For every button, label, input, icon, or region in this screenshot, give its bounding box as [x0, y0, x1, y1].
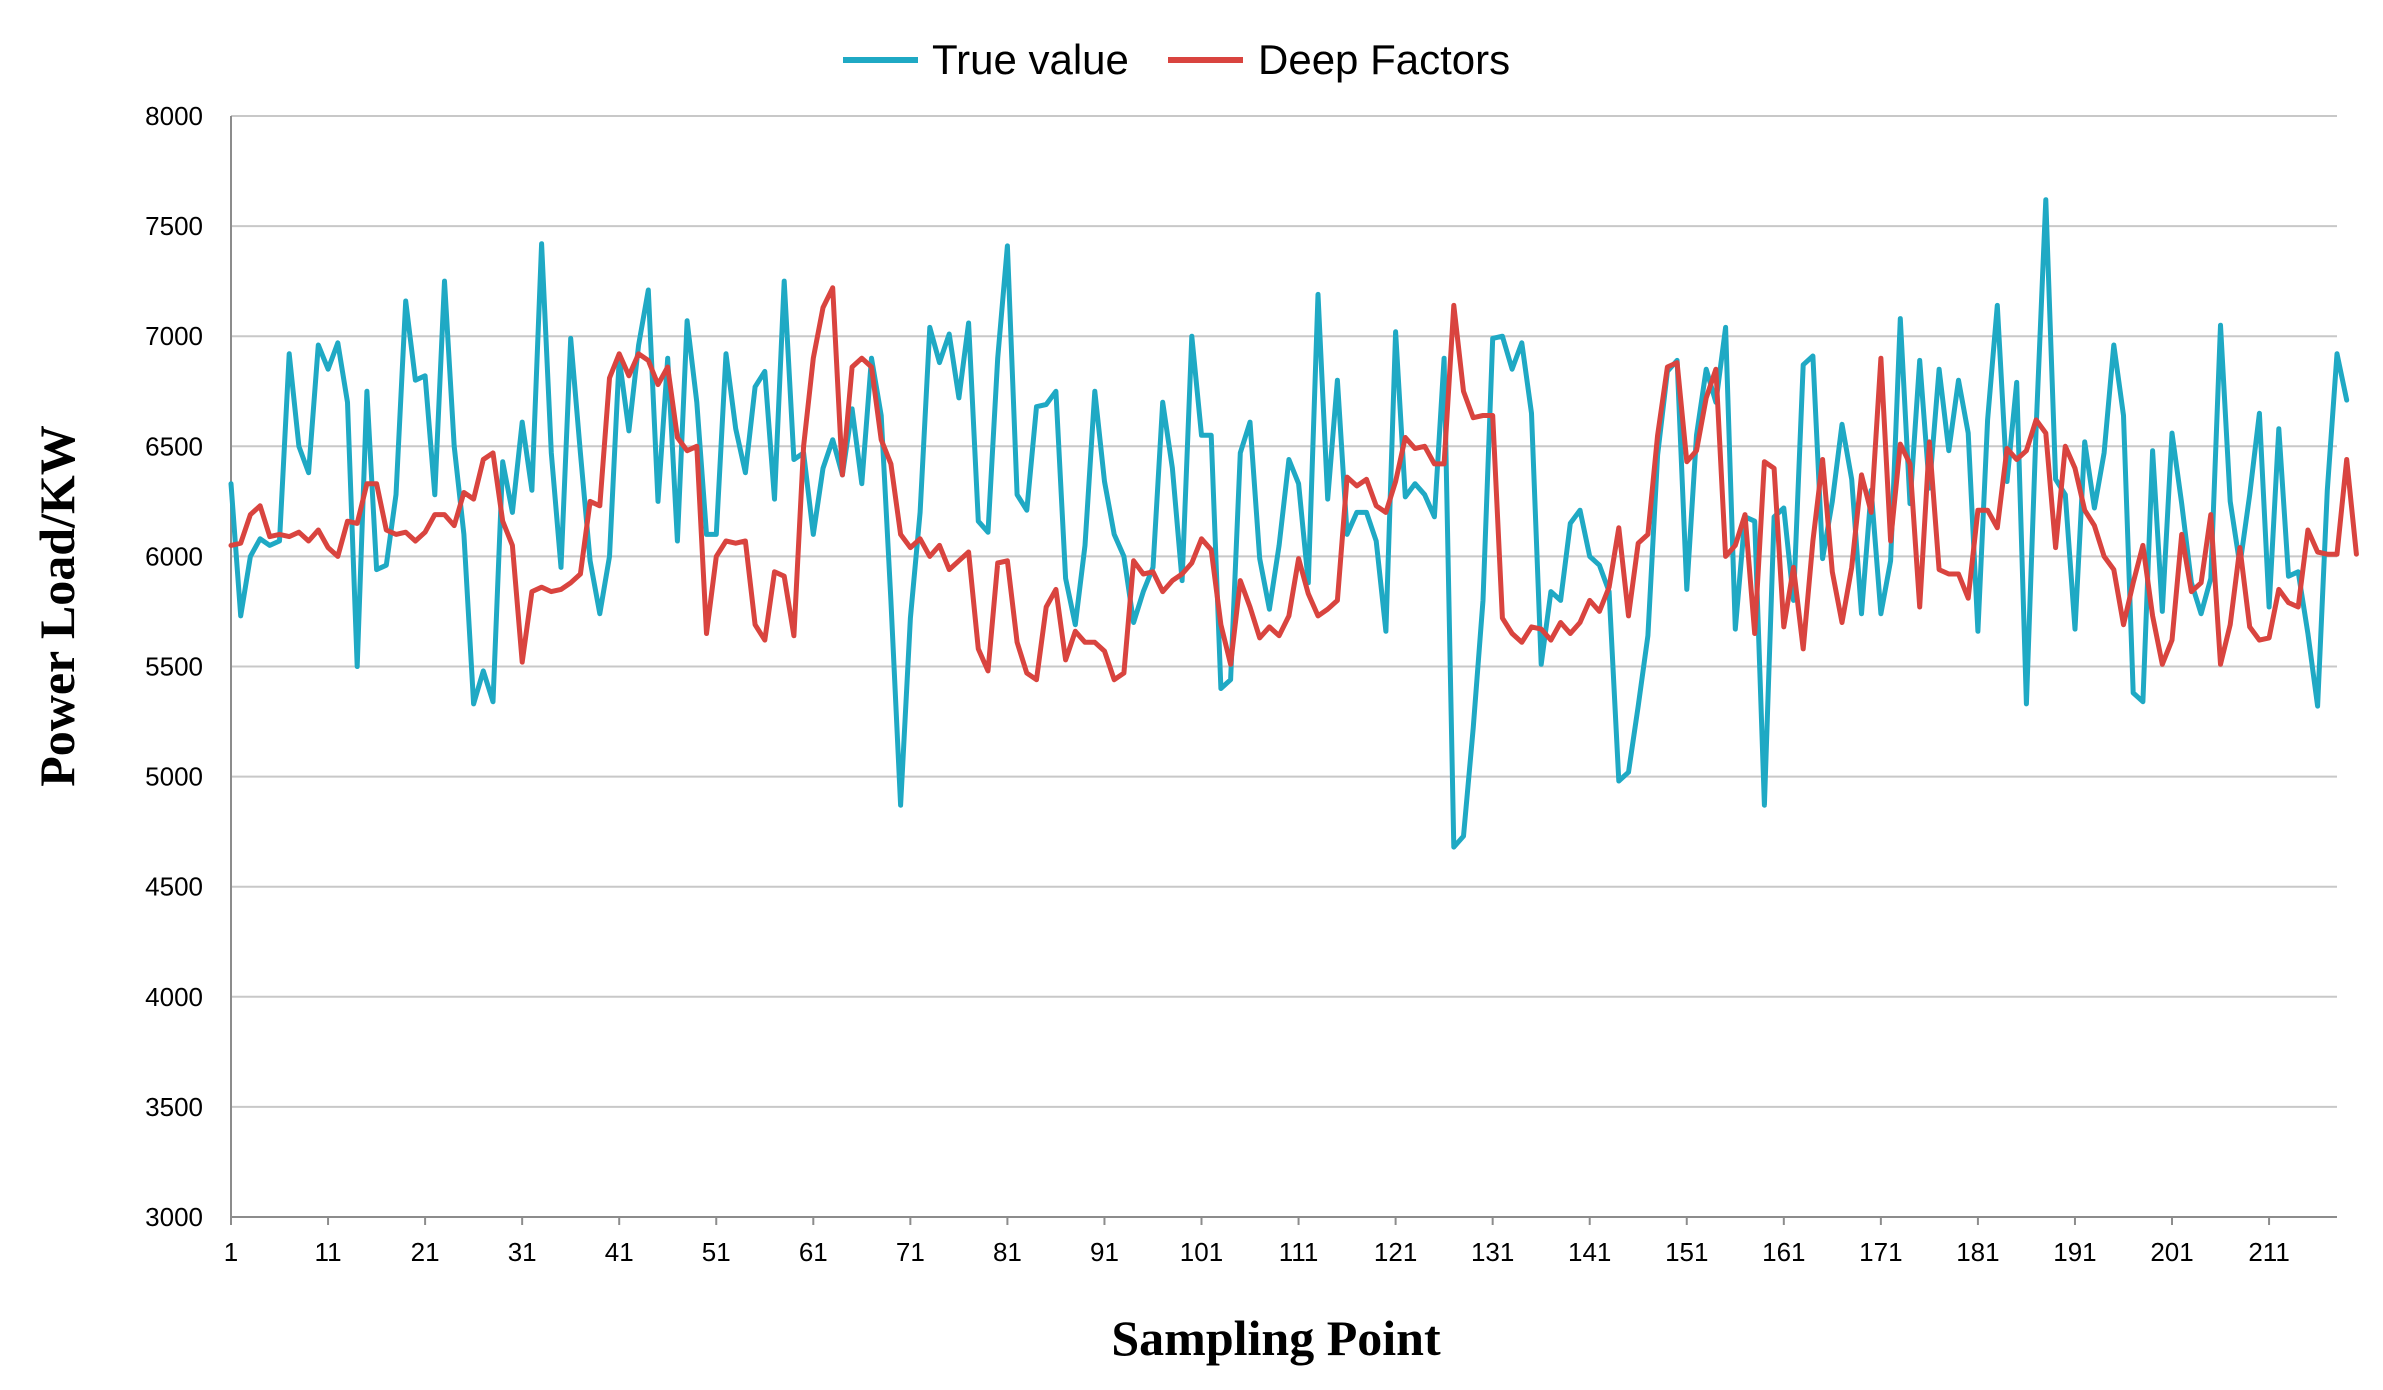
- y-tick-label: 3500: [145, 1092, 203, 1122]
- series-line-true-value: [228, 197, 2350, 850]
- x-tick-label: 171: [1859, 1237, 1902, 1267]
- y-axis-ticks: 3000 3500 4000 4500 5000 5500 6000 6500 7000 7500…: [145, 101, 203, 1232]
- x-tick-label: 11: [315, 1237, 342, 1267]
- x-axis-title: Sampling Point: [1111, 1310, 1441, 1366]
- y-tick-label: 4500: [145, 872, 203, 902]
- x-tick-label: 141: [1568, 1237, 1611, 1267]
- x-tick-label: 31: [508, 1237, 537, 1267]
- y-tick-label: 3000: [145, 1202, 203, 1232]
- y-tick-label: 7000: [145, 321, 203, 351]
- y-tick-label: 5500: [145, 652, 203, 682]
- x-axis-ticks: 1 11 21 31 41 51 61 71 81 91 101 111 121 131 141 151 161…: [224, 1217, 2290, 1267]
- x-tick-label: 211: [2248, 1237, 2289, 1267]
- x-tick-label: 181: [1956, 1237, 1999, 1267]
- y-tick-label: 8000: [145, 101, 203, 131]
- x-tick-label: 1: [224, 1237, 238, 1267]
- series-line-deep-factors: [228, 285, 2359, 683]
- x-tick-label: 51: [702, 1237, 731, 1267]
- x-tick-label: 81: [993, 1237, 1022, 1267]
- x-tick-label: 151: [1665, 1237, 1708, 1267]
- x-tick-label: 21: [411, 1237, 440, 1267]
- y-tick-label: 6000: [145, 541, 203, 571]
- gridlines: [231, 115, 2337, 1108]
- legend: True value Deep Factors: [843, 36, 1510, 83]
- y-axis-title: Power Load/KW: [29, 425, 85, 787]
- legend-label-deep-factors: Deep Factors: [1258, 36, 1510, 83]
- x-tick-label: 61: [799, 1237, 828, 1267]
- x-tick-label: 131: [1471, 1237, 1514, 1267]
- x-tick-label: 91: [1090, 1237, 1119, 1267]
- series-lines: [228, 197, 2359, 850]
- y-tick-label: 5000: [145, 762, 203, 792]
- legend-label-true-value: True value: [932, 36, 1129, 83]
- y-tick-label: 4000: [145, 982, 203, 1012]
- x-tick-label: 201: [2150, 1237, 2193, 1267]
- y-tick-label: 6500: [145, 431, 203, 461]
- x-tick-label: 101: [1180, 1237, 1223, 1267]
- x-tick-label: 111: [1279, 1237, 1319, 1267]
- x-tick-label: 121: [1374, 1237, 1417, 1267]
- y-tick-label: 7500: [145, 211, 203, 241]
- x-tick-label: 41: [605, 1237, 634, 1267]
- x-tick-label: 161: [1762, 1237, 1805, 1267]
- x-tick-label: 191: [2053, 1237, 2096, 1267]
- x-tick-label: 71: [896, 1237, 925, 1267]
